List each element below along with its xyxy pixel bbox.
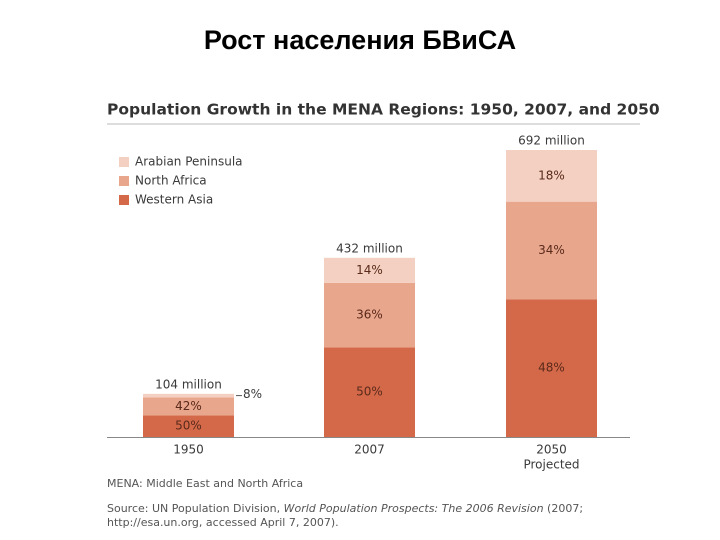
legend-label: Western Asia bbox=[135, 193, 213, 207]
source-text: Source: UN Population Division, bbox=[107, 502, 284, 515]
note: MENA: Middle East and North Africa bbox=[107, 477, 303, 490]
x-tick-note: Projected bbox=[523, 458, 579, 472]
bar-segment bbox=[143, 393, 234, 398]
bar-segment bbox=[324, 257, 415, 283]
segment-label: 42% bbox=[175, 399, 202, 413]
x-tick-label: 2050 bbox=[536, 443, 567, 457]
bar-segment bbox=[143, 397, 234, 416]
bar-segment bbox=[506, 299, 597, 437]
slide-title: Рост населения БВиСА bbox=[204, 25, 516, 55]
legend-label: Arabian Peninsula bbox=[135, 155, 243, 169]
x-tick-label: 2007 bbox=[354, 443, 385, 457]
legend-swatch bbox=[119, 157, 129, 167]
segment-label: 48% bbox=[538, 361, 565, 375]
segment-label: 14% bbox=[356, 263, 383, 277]
legend-swatch bbox=[119, 176, 129, 186]
bar-segment bbox=[506, 150, 597, 202]
total-label: 432 million bbox=[336, 241, 403, 255]
source: http://esa.un.org, accessed April 7, 200… bbox=[107, 516, 339, 529]
legend-label: North Africa bbox=[135, 174, 207, 188]
total-label: 104 million bbox=[155, 377, 222, 391]
x-tick-label: 1950 bbox=[173, 443, 204, 457]
segment-label: 36% bbox=[356, 308, 383, 322]
segment-label: 8% bbox=[243, 387, 262, 401]
chart-title: Population Growth in the MENA Regions: 1… bbox=[107, 101, 660, 119]
source: Source: UN Population Division, World Po… bbox=[107, 502, 583, 515]
segment-label: 34% bbox=[538, 243, 565, 257]
segment-label: 18% bbox=[538, 168, 565, 182]
segment-label: 50% bbox=[356, 385, 383, 399]
bar-segment bbox=[143, 415, 234, 437]
bar-segment bbox=[324, 347, 415, 437]
legend-swatch bbox=[119, 195, 129, 205]
segment-label: 50% bbox=[175, 419, 202, 433]
total-label: 692 million bbox=[518, 134, 585, 148]
bar-segment bbox=[324, 282, 415, 348]
source-title: World Population Prospects: The 2006 Rev… bbox=[284, 502, 544, 515]
source-text: (2007; bbox=[544, 502, 584, 515]
bar-segment bbox=[506, 201, 597, 300]
